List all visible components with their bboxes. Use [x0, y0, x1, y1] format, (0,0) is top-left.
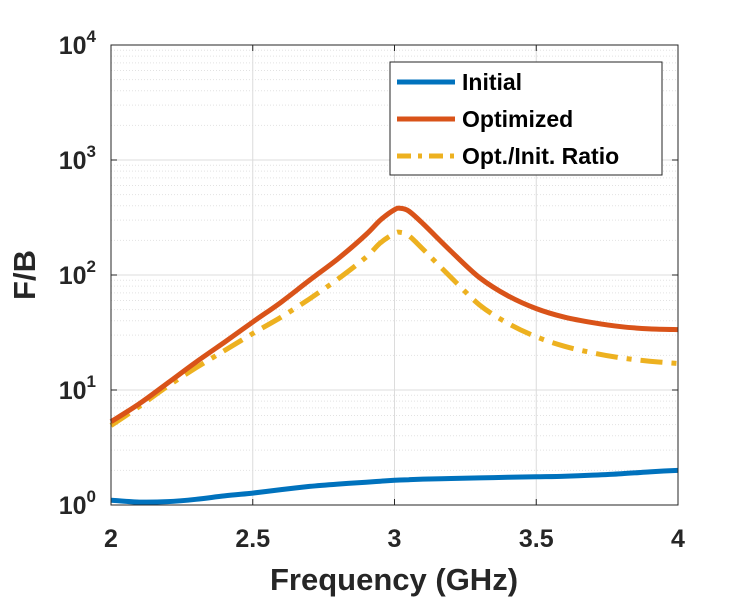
y-tick-label: 101: [59, 372, 96, 405]
y-tick-base: 10: [59, 262, 87, 290]
series-line-opt-init-ratio: [109, 229, 679, 428]
y-tick-label: 104: [59, 27, 97, 60]
y-tick-base: 10: [59, 377, 87, 405]
x-tick-label: 3: [388, 525, 402, 553]
x-tick-label: 2.5: [235, 525, 270, 553]
y-tick-exponent: 2: [87, 257, 96, 276]
legend: Initial Optimized Opt./Init. Ratio: [389, 61, 663, 176]
legend-label: Optimized: [462, 106, 573, 132]
x-tick-label: 4: [671, 525, 685, 553]
y-tick-label: 100: [59, 487, 96, 520]
legend-label: Initial: [462, 69, 522, 95]
y-axis-title: F/B: [7, 250, 42, 300]
series-layer: [109, 205, 679, 505]
y-tick-label: 102: [59, 257, 96, 290]
y-tick-base: 10: [59, 32, 87, 60]
y-tick-exponent: 3: [87, 142, 96, 161]
x-tick-labels: 2 2.5 3 3.5 4: [104, 525, 685, 553]
y-tick-label: 103: [59, 142, 96, 175]
y-tick-exponent: 0: [87, 487, 96, 506]
x-axis-title: Frequency (GHz): [270, 562, 518, 597]
y-tick-exponent: 1: [87, 372, 96, 391]
series-line-optimized: [109, 205, 679, 424]
series-line-initial: [110, 467, 679, 505]
axis-ticks: [110, 44, 679, 506]
y-tick-exponent: 4: [87, 27, 97, 46]
x-tick-label: 3.5: [519, 525, 554, 553]
y-tick-base: 10: [59, 147, 87, 175]
y-tick-base: 10: [59, 492, 87, 520]
legend-label: Opt./Init. Ratio: [462, 143, 619, 169]
x-tick-label: 2: [104, 525, 118, 553]
